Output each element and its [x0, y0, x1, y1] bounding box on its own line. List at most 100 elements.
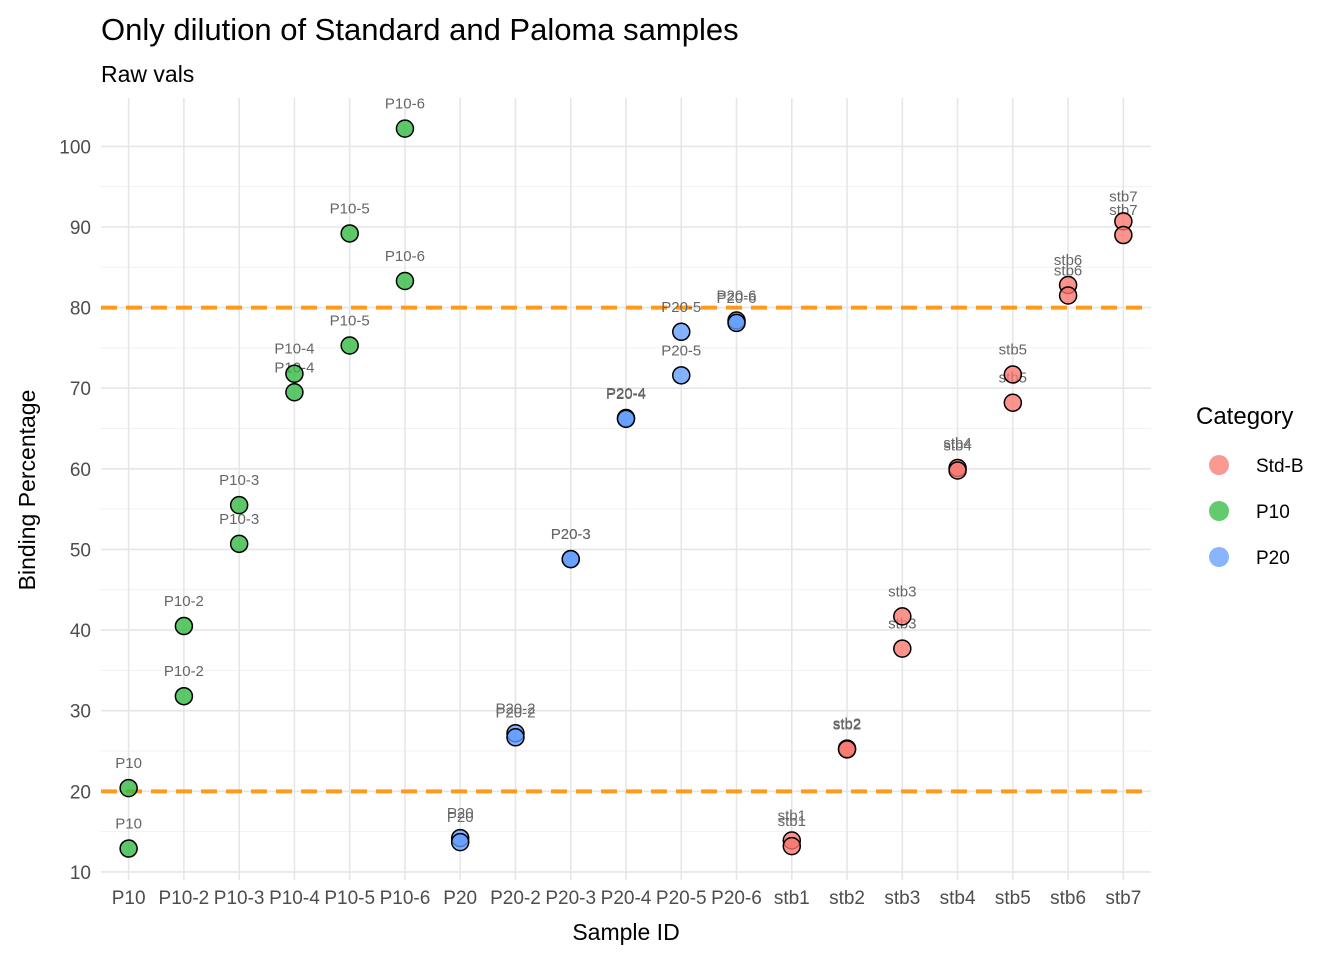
x-tick-label: P20-5 — [656, 888, 707, 909]
x-tick-label: stb6 — [1050, 888, 1086, 909]
point-label: P20-3 — [551, 526, 591, 543]
data-point — [1058, 286, 1078, 305]
y-axis-title: Binding Percentage — [14, 390, 40, 591]
x-tick-label: stb1 — [774, 888, 810, 909]
y-axis-ticks: 10 20 30 40 50 60 70 80 90 100 — [59, 137, 91, 884]
data-point — [450, 832, 470, 852]
x-axis-ticks: P10 P10-2 P10-3 P10-4 P10-5 P10-6 P20 P20-2 P20-… — [112, 888, 1142, 909]
data-point — [616, 409, 636, 429]
point-label: P20 — [447, 809, 474, 826]
data-point — [1003, 365, 1023, 384]
data-point — [229, 495, 249, 515]
point-label: P10-2 — [164, 593, 204, 610]
legend-label: Std-B — [1256, 456, 1304, 477]
x-tick-label: P20 — [443, 888, 477, 909]
x-tick-label: P20-4 — [601, 888, 652, 909]
legend-label: P20 — [1256, 548, 1290, 569]
x-tick-label: P10-2 — [159, 888, 210, 909]
y-tick-label: 90 — [70, 218, 91, 239]
point-label: stb6 — [1054, 252, 1082, 269]
data-point — [174, 686, 194, 706]
x-tick-label: stb4 — [940, 888, 976, 909]
point-label: P10-2 — [164, 663, 204, 680]
data-point — [285, 383, 304, 402]
data-point — [340, 336, 359, 355]
point-label: P20-2 — [495, 704, 535, 721]
point-label: stb1 — [778, 813, 806, 830]
x-tick-label: P10-3 — [214, 888, 265, 909]
x-tick-label: stb5 — [995, 888, 1031, 909]
point-label: P20 — [447, 805, 474, 822]
data-point — [506, 728, 525, 747]
point-label: P10-3 — [219, 472, 259, 489]
x-tick-label: P20-2 — [490, 888, 541, 909]
x-tick-label: P10-4 — [269, 888, 320, 909]
data-point — [727, 313, 746, 333]
x-tick-label: P10-6 — [380, 888, 431, 909]
data-point — [948, 461, 967, 480]
x-tick-label: stb3 — [884, 888, 920, 909]
point-label: P20-3 — [551, 526, 591, 543]
data-points — [119, 119, 1133, 858]
point-label: P20-5 — [661, 299, 701, 316]
data-point — [174, 616, 194, 636]
x-tick-label: stb7 — [1105, 888, 1141, 909]
data-point — [782, 836, 802, 856]
point-label: P10-5 — [330, 312, 370, 329]
point-label: P20-4 — [606, 385, 646, 402]
point-label: stb4 — [943, 435, 971, 452]
point-label: P10-4 — [274, 341, 314, 358]
y-tick-label: 20 — [70, 782, 91, 803]
data-point — [119, 778, 138, 798]
x-tick-label: stb2 — [829, 888, 865, 909]
data-point — [672, 366, 691, 385]
y-tick-label: 80 — [70, 299, 91, 320]
data-point — [672, 322, 691, 342]
x-tick-label: P10 — [112, 888, 146, 909]
point-label: P20-2 — [495, 700, 535, 717]
data-point — [837, 740, 857, 759]
x-tick-label: P20-3 — [545, 888, 596, 909]
y-tick-label: 60 — [70, 460, 91, 481]
data-point — [561, 549, 580, 569]
x-tick-label: P20-6 — [711, 888, 762, 909]
legend-key — [1209, 547, 1229, 567]
point-label: stb3 — [888, 583, 916, 600]
data-point — [285, 364, 304, 383]
data-point — [395, 119, 415, 138]
y-tick-label: 70 — [70, 379, 91, 400]
point-label: stb7 — [1109, 202, 1137, 219]
legend-key — [1209, 455, 1229, 475]
point-label: P10-3 — [219, 511, 259, 528]
reference-lines — [101, 305, 1151, 794]
chart-subtitle: Raw vals — [101, 61, 194, 87]
y-tick-label: 100 — [59, 137, 91, 158]
data-point — [395, 271, 415, 291]
x-axis-title: Sample ID — [572, 919, 679, 945]
data-point — [340, 224, 359, 243]
chart-title: Only dilution of Standard and Paloma sam… — [101, 12, 739, 47]
y-tick-label: 30 — [70, 702, 91, 723]
legend-title: Category — [1196, 403, 1293, 430]
point-label: P10 — [115, 755, 142, 772]
point-label: P20-4 — [606, 386, 646, 403]
legend-key — [1209, 501, 1229, 521]
y-tick-label: 10 — [70, 863, 91, 884]
point-label: P10-5 — [330, 200, 370, 217]
point-label: P10 — [115, 816, 142, 833]
point-label: stb2 — [833, 716, 861, 733]
data-point — [1003, 393, 1023, 412]
point-label: stb7 — [1109, 188, 1137, 205]
y-tick-label: 50 — [70, 540, 91, 561]
legend: Category Std-B P10 P20 — [1196, 403, 1304, 569]
grid — [101, 98, 1151, 880]
data-point — [229, 534, 249, 554]
point-label: stb4 — [943, 437, 971, 454]
point-label: stb6 — [1054, 263, 1082, 280]
point-label: P10-6 — [385, 96, 425, 113]
data-point — [893, 639, 912, 658]
data-point — [119, 839, 138, 858]
legend-label: P10 — [1256, 502, 1290, 523]
point-label: P20-6 — [717, 290, 757, 307]
